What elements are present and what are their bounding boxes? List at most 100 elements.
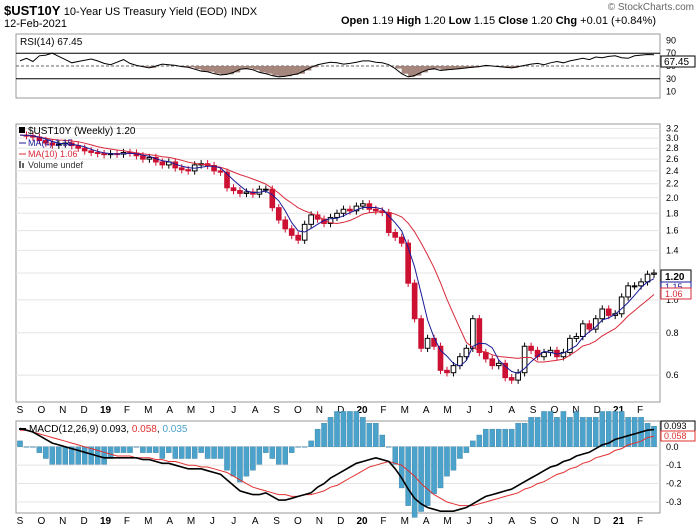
macd-histogram-bar <box>360 417 366 447</box>
candle-body <box>88 150 94 153</box>
candle-body <box>521 345 528 374</box>
x-axis-label: A <box>423 516 430 527</box>
x-axis-label: D <box>594 516 601 527</box>
candlestick <box>489 355 496 370</box>
macd-histogram-bar <box>605 411 612 447</box>
rsi-fill-segment <box>401 66 409 74</box>
close-value: 1.20 <box>531 15 553 27</box>
rsi-fill-segment <box>498 66 506 67</box>
candle-body <box>43 140 49 144</box>
candle-body <box>431 337 437 347</box>
x-axis-label: A <box>423 405 430 416</box>
candle-body <box>605 308 612 316</box>
price-legend: $UST10Y (Weekly) 1.20 MA(4) 1.15 MA(10) … <box>19 126 136 170</box>
x-axis-label: M <box>401 405 409 416</box>
macd-histogram-bar <box>153 446 159 453</box>
candlestick <box>573 332 580 343</box>
macd-histogram-bar <box>276 446 282 465</box>
price-tick-label: 2.4 <box>666 166 679 176</box>
x-axis-label: O <box>551 405 559 416</box>
candlestick <box>81 144 88 155</box>
candle-body <box>625 285 631 298</box>
candle-body <box>224 171 230 189</box>
x-axis-label: A <box>508 516 515 527</box>
rsi-fill-segment <box>298 66 305 74</box>
macd-histogram-bar <box>230 446 237 477</box>
price-tick-label: 0.8 <box>666 328 679 338</box>
candle-body <box>140 155 146 160</box>
candle-body <box>502 362 509 379</box>
x-axis-label: M <box>187 516 195 527</box>
macd-histogram-bar <box>418 446 424 512</box>
high-label: High <box>396 15 422 27</box>
candle-body <box>243 191 250 194</box>
rsi-fill-segment <box>142 66 150 67</box>
macd-histogram-bar <box>282 446 288 465</box>
candlestick <box>618 293 625 318</box>
candle-body <box>263 188 269 191</box>
macd-histogram-bar <box>379 434 386 447</box>
x-axis-label: N <box>572 516 579 527</box>
macd-histogram-bar <box>166 446 172 453</box>
candle-body <box>528 345 534 351</box>
macd-histogram-bar <box>586 417 593 447</box>
x-axis-label: J <box>488 516 493 527</box>
x-axis-label: F <box>124 405 130 416</box>
macd-histogram-bar <box>172 446 179 459</box>
macd-histogram-bar <box>599 411 605 447</box>
open-label: Open <box>340 15 370 27</box>
candle-body <box>424 337 431 349</box>
candle-body <box>217 170 224 173</box>
x-axis-label: J <box>231 405 236 416</box>
candlestick <box>541 348 547 361</box>
candle-body <box>599 308 606 320</box>
macd-histogram-bar <box>263 446 269 453</box>
rsi-fill-segment <box>181 66 189 67</box>
rsi-fill-segment <box>466 66 474 68</box>
candle-body <box>573 335 580 339</box>
macd-histogram-bar <box>30 446 36 448</box>
candle-body <box>178 167 185 171</box>
macd-tick-label: -0.1 <box>666 460 682 470</box>
candlestick <box>211 161 217 175</box>
macd-histogram-bar <box>593 417 599 447</box>
candlestick <box>521 342 528 377</box>
candle-body <box>211 164 217 172</box>
candlestick <box>605 305 612 320</box>
rsi-fill-segment <box>252 66 260 70</box>
macd-value-tag: 0.093 <box>664 421 687 431</box>
macd-legend-hist: 0.035 <box>162 424 187 435</box>
rsi-grid <box>16 52 660 80</box>
open-value: 1.19 <box>372 15 394 27</box>
rsi-tick-label: 10 <box>666 87 676 97</box>
candlestick <box>334 209 340 222</box>
rsi-fill-segment <box>421 66 428 73</box>
candle-body <box>444 369 450 374</box>
x-axis-label: O <box>294 516 302 527</box>
candle-body <box>94 151 101 155</box>
macd-histogram <box>17 411 657 518</box>
macd-histogram-bar <box>353 411 360 447</box>
price-tick-label: 2.8 <box>666 143 679 153</box>
price-tick-label: 2.2 <box>666 179 679 189</box>
rsi-fill-segment <box>233 66 241 73</box>
macd-histogram-bar <box>386 446 392 448</box>
macd-legend: MACD(12,26,9) 0.093, 0.058, 0.035 <box>19 424 188 435</box>
x-axis-label: S <box>17 405 24 416</box>
candle-body <box>185 169 192 172</box>
macd-histogram-bar <box>470 440 476 447</box>
x-axis-label: N <box>59 516 66 527</box>
macd-histogram-bar <box>573 411 580 447</box>
macd-histogram-bar <box>541 411 547 447</box>
price-legend-swatch <box>19 127 25 133</box>
macd-histogram-bar <box>340 411 347 447</box>
macd-histogram-bar <box>502 428 508 447</box>
chart-date: 12-Feb-2021 <box>4 18 67 30</box>
macd-line <box>19 427 655 512</box>
macd-histogram-bar <box>580 417 586 447</box>
macd-histogram-bar <box>560 411 567 447</box>
candle-body <box>282 219 289 230</box>
macd-histogram-bar <box>392 446 398 465</box>
macd-histogram-bar <box>159 446 166 459</box>
x-axis-label: J <box>231 516 236 527</box>
